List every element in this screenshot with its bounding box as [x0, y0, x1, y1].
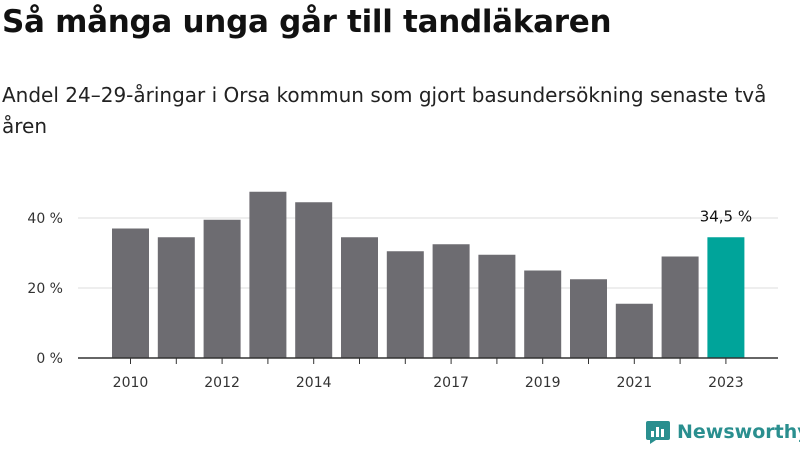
bar-2019[interactable] — [524, 270, 562, 359]
y-tick-label: 40 % — [27, 211, 63, 227]
bar-2015[interactable] — [341, 237, 378, 358]
x-axis-ticks — [130, 358, 727, 364]
x-tick-label: 2021 — [616, 375, 652, 391]
y-tick-label: 20 % — [27, 281, 63, 297]
x-tick-label: 2012 — [204, 375, 240, 391]
bar-2017[interactable] — [432, 244, 470, 358]
bar-2014[interactable] — [295, 202, 333, 358]
bar-2011[interactable] — [157, 237, 195, 358]
x-tick-label: 2017 — [433, 375, 469, 391]
x-tick-label: 2019 — [525, 375, 561, 391]
x-tick-label: 2010 — [113, 375, 149, 391]
bar-2022[interactable] — [661, 256, 699, 359]
brand-name: Newsworthy — [677, 421, 800, 443]
bar-2018[interactable] — [478, 254, 516, 358]
bar-2020[interactable] — [570, 279, 607, 358]
chart-subtitle: Andel 24–29-åringar i Orsa kommun som gj… — [2, 83, 767, 138]
bars — [78, 191, 778, 359]
highlight-value-label: 34,5 % — [700, 207, 752, 225]
x-axis-labels: 2010 2012 2014 2017 2019 2021 2023 — [113, 375, 744, 391]
y-axis-labels: 0 % 20 % 40 % — [27, 211, 63, 367]
chart-title: Så många unga går till tandläkaren — [2, 4, 612, 40]
annotations: 34,5 % — [700, 207, 752, 225]
bar-2016[interactable] — [386, 251, 424, 358]
x-tick-label: 2014 — [296, 375, 332, 391]
bar-2012[interactable] — [203, 219, 241, 358]
bar-2013[interactable] — [249, 191, 287, 358]
bar-chart: 0 % 20 % 40 % 2010 2012 2014 2017 2019 2021 2023… — [27, 191, 778, 391]
newsworthy-logo-icon — [646, 421, 670, 444]
bar-2021[interactable] — [615, 303, 653, 358]
x-tick-label: 2023 — [708, 375, 744, 391]
y-tick-label: 0 % — [36, 351, 63, 367]
bar-2010[interactable] — [112, 228, 149, 359]
brand-logo[interactable]: Newsworthy — [645, 419, 800, 445]
bar-2023[interactable] — [707, 237, 745, 358]
